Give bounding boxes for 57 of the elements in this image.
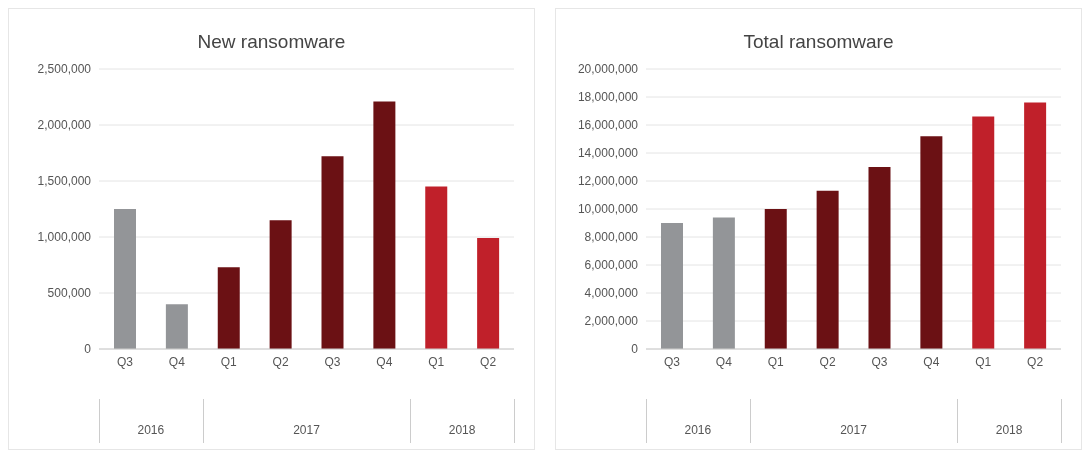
y-tick-label: 10,000,000 [577, 202, 639, 217]
bar [425, 186, 448, 349]
text: 2016 [136, 423, 166, 437]
y-tick-label: 20,000,000 [577, 62, 639, 77]
bar [868, 167, 891, 349]
x-tick-label: Q4 [923, 354, 940, 369]
text: 2018 [447, 423, 477, 437]
chart-title: Total ransomware [742, 31, 895, 53]
x-tick-label: Q3 [324, 354, 341, 369]
y-tick-label: 18,000,000 [577, 90, 639, 105]
bar [712, 217, 735, 349]
y-tick-label: 6,000,000 [584, 258, 639, 273]
y-tick-label: 16,000,000 [577, 118, 639, 133]
bar [764, 209, 787, 349]
chart-title: New ransomware [196, 31, 347, 53]
y-tick-label: 1,500,000 [37, 174, 92, 189]
y-tick-label: 2,000,000 [37, 118, 92, 133]
bar [165, 304, 188, 349]
x-tick-label: Q2 [272, 354, 289, 369]
x-tick-label: Q4 [376, 354, 393, 369]
text: 2017 [292, 423, 321, 437]
bar [477, 238, 500, 349]
x-tick-label: Q3 [871, 354, 888, 369]
y-tick-label: 12,000,000 [577, 174, 639, 189]
x-tick-label: Q1 [428, 354, 445, 369]
y-tick-label: 2,000,000 [584, 314, 639, 329]
bar [114, 209, 136, 349]
text: 2018 [994, 423, 1024, 437]
x-tick-label: Q4 [715, 354, 733, 369]
y-tick-label: 14,000,000 [577, 146, 639, 161]
y-tick-label: 1,000,000 [37, 230, 92, 245]
x-tick-label: Q1 [220, 354, 238, 369]
bar [920, 136, 943, 349]
x-tick-label: Q2 [480, 354, 497, 369]
x-tick-label: Q1 [767, 354, 785, 369]
y-tick-label: 8,000,000 [584, 230, 639, 245]
bar [269, 220, 292, 349]
text: 2016 [683, 423, 713, 437]
bar [1024, 102, 1047, 349]
x-tick-label: Q3 [663, 354, 681, 369]
x-tick-label: Q3 [116, 354, 134, 369]
bar [816, 190, 839, 349]
y-tick-label: 2,500,000 [37, 62, 92, 77]
text: 2017 [839, 423, 868, 437]
x-tick-label: Q2 [819, 354, 836, 369]
y-tick-label: 4,000,000 [584, 286, 639, 301]
y-tick-label: 500,000 [47, 286, 92, 301]
bar [373, 101, 396, 349]
bar [321, 156, 344, 349]
x-tick-label: Q4 [168, 354, 186, 369]
x-tick-label: Q1 [975, 354, 992, 369]
bar [661, 223, 683, 349]
bar [217, 267, 240, 349]
x-tick-label: Q2 [1027, 354, 1044, 369]
y-tick-label: 0 [84, 342, 92, 357]
bar [972, 116, 995, 349]
y-tick-label: 0 [631, 342, 639, 357]
